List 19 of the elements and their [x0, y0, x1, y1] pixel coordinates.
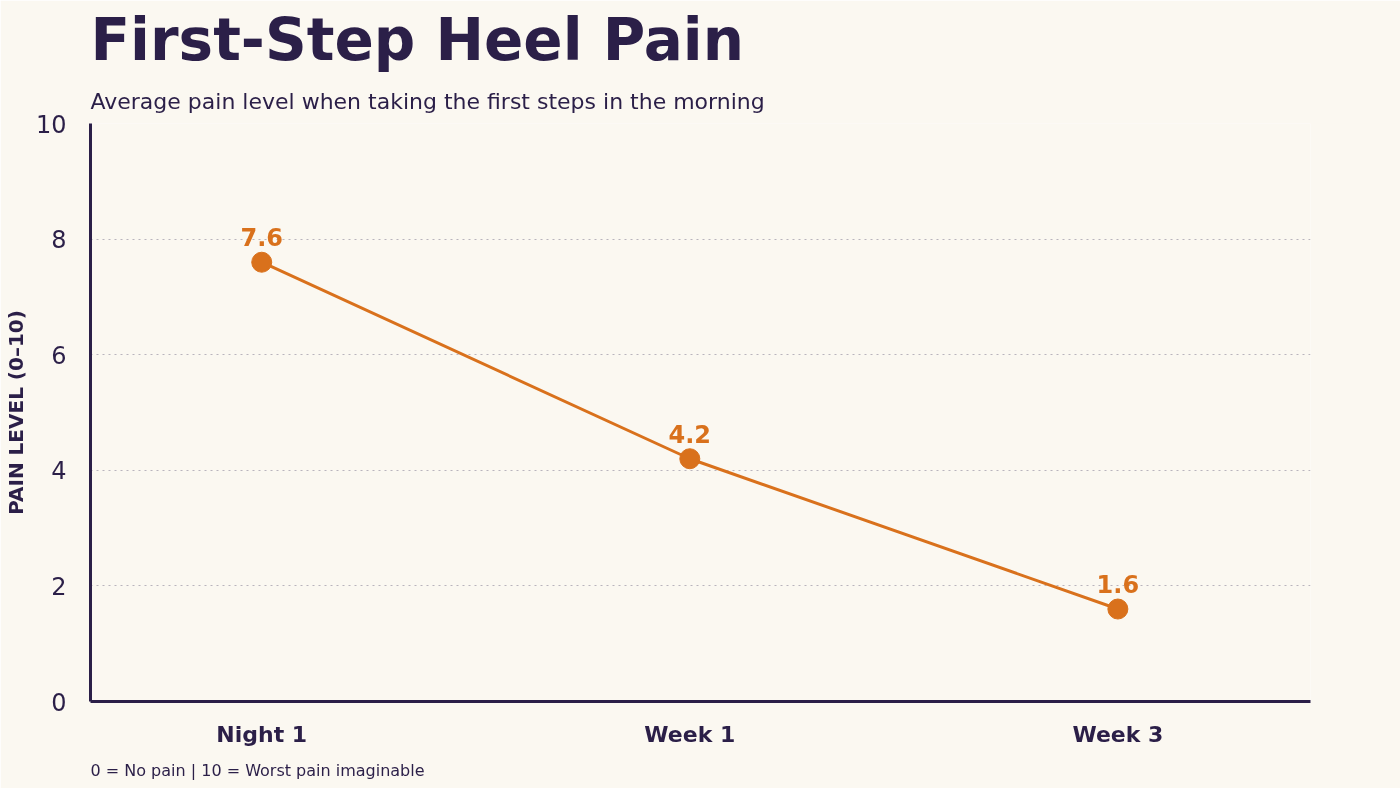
- data-label: 7.6: [240, 224, 283, 253]
- chart-subtitle: Average pain level when taking the first steps in the morning: [90, 88, 765, 114]
- y-tick-label: 4: [51, 457, 67, 486]
- y-tick-label: 2: [51, 572, 67, 601]
- data-label: 4.2: [668, 420, 712, 449]
- y-axis-title: PAIN LEVEL (0–10): [3, 310, 28, 515]
- y-tick-label: 8: [51, 226, 67, 255]
- x-tick-label: Night 1: [216, 721, 308, 747]
- point: [679, 448, 701, 470]
- y-tick-label: 6: [51, 341, 67, 370]
- x-tick-label: Week 1: [644, 721, 736, 747]
- point: [251, 251, 273, 273]
- y-tick-label: 10: [35, 110, 67, 139]
- x-tick-label: Week 3: [1072, 721, 1164, 747]
- chart-title: First-Step Heel Pain: [90, 5, 745, 74]
- text: 0 = No pain | 10 = Worst pain imaginable: [90, 760, 425, 780]
- point: [1107, 598, 1129, 620]
- y-tick-label: 0: [51, 688, 67, 717]
- data-label: 1.6: [1096, 571, 1140, 600]
